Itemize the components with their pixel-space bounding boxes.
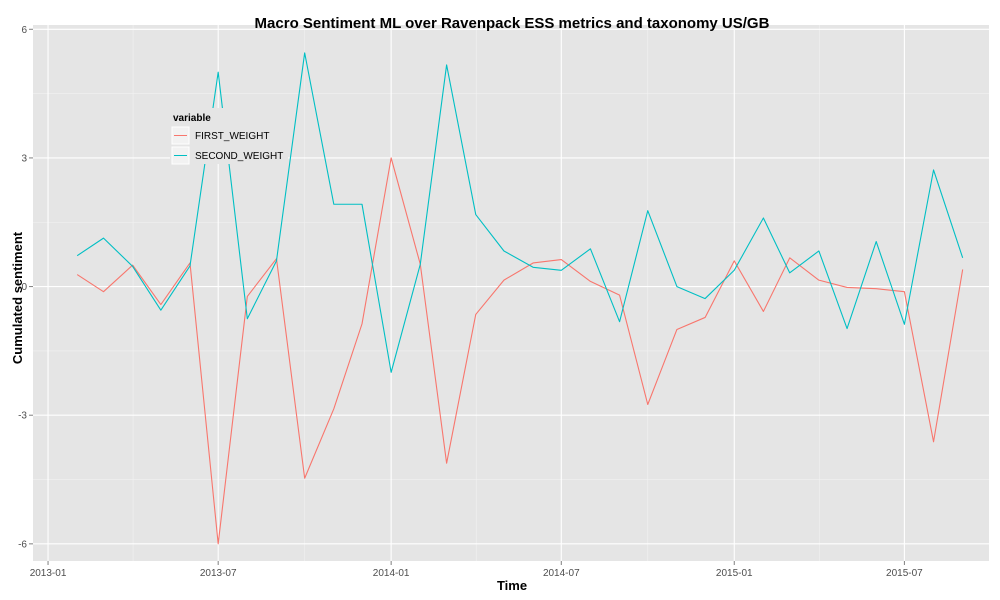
minor-gridlines	[33, 25, 989, 561]
chart-title: Macro Sentiment ML over Ravenpack ESS me…	[255, 15, 770, 32]
x-tick-label: 2014-01	[373, 568, 410, 579]
legend-background	[170, 108, 288, 164]
x-tick-label: 2015-07	[886, 568, 923, 579]
legend-label-second-weight: SECOND_WEIGHT	[195, 151, 283, 162]
y-tick-label: 0	[21, 282, 27, 293]
x-axis-title: Time	[497, 578, 527, 593]
plot-panel	[33, 25, 989, 561]
y-axis: -6 -3 0 3 6	[18, 25, 33, 550]
series-line-first-weight	[76, 157, 964, 545]
legend-title: variable	[173, 113, 211, 124]
y-tick-label: 3	[21, 153, 27, 164]
y-axis-title: Cumulated sentiment	[10, 231, 25, 364]
x-axis: 2013-01 2013-07 2014-01 2014-07 2015-01 2015-…	[30, 561, 923, 579]
x-tick-label: 2013-01	[30, 568, 67, 579]
y-tick-label: 6	[21, 25, 27, 36]
y-tick-label: -6	[18, 539, 27, 550]
legend-label-first-weight: FIRST_WEIGHT	[195, 131, 269, 142]
x-tick-label: 2014-07	[543, 568, 580, 579]
x-tick-label: 2015-01	[716, 568, 753, 579]
legend: variable FIRST_WEIGHT SECOND_WEIGHT	[170, 108, 288, 165]
x-tick-label: 2013-07	[200, 568, 237, 579]
y-tick-label: -3	[18, 411, 27, 422]
